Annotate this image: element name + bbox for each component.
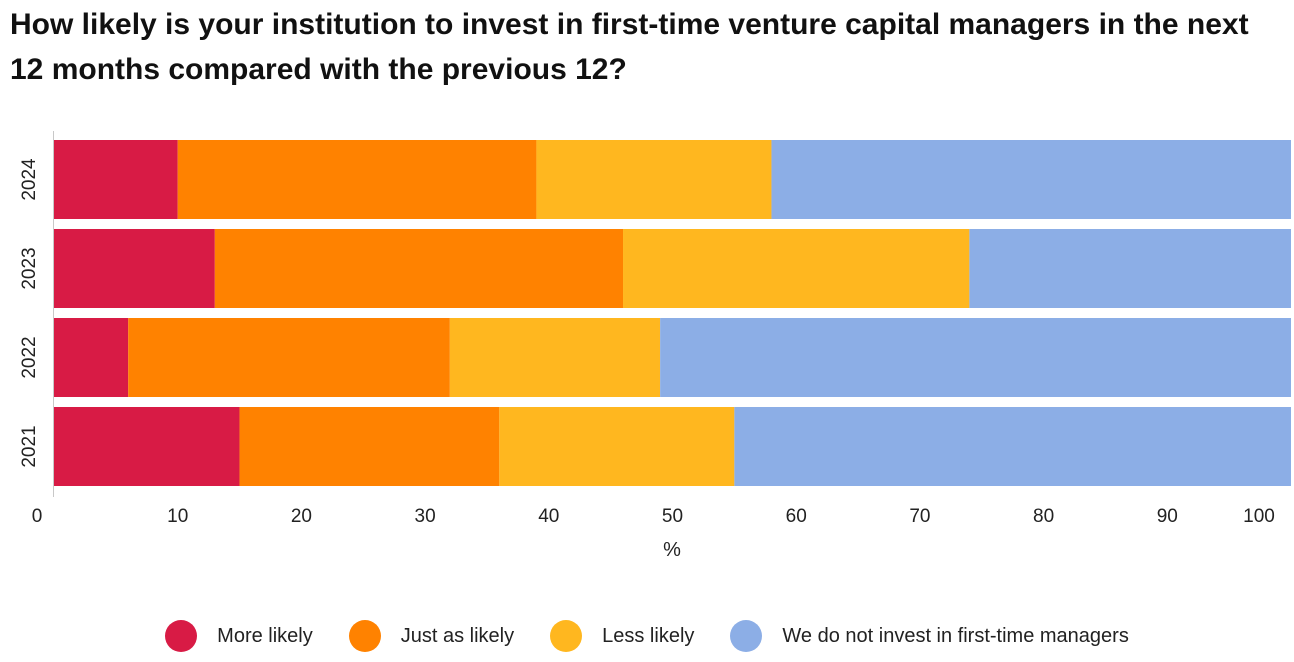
x-tick-labels: 0 10 20 30 40 50 60 70 80 90 100 — [32, 506, 1275, 527]
bar-segment-2023-0 — [54, 229, 215, 308]
y-tick-label-2022: 2022 — [19, 336, 40, 378]
bars-layer — [54, 140, 1291, 486]
x-tick-label-60: 60 — [786, 506, 807, 527]
x-tick-label-40: 40 — [538, 506, 559, 527]
x-tick-label-0: 0 — [32, 506, 43, 527]
bar-segment-2024-0 — [54, 140, 178, 219]
bar-segment-2021-0 — [54, 407, 240, 486]
chart-title: How likely is your institution to invest… — [10, 8, 1249, 86]
x-tick-label-10: 10 — [167, 506, 188, 527]
bar-segment-2021-3 — [734, 407, 1291, 486]
bar-segment-2023-1 — [214, 229, 624, 308]
x-axis-label: % — [663, 539, 681, 561]
bar-segment-2022-3 — [660, 318, 1291, 397]
x-tick-label-30: 30 — [415, 506, 436, 527]
bar-segment-2023-3 — [969, 229, 1291, 308]
legend-item-1: Just as likely — [348, 620, 515, 652]
x-tick-label-20: 20 — [291, 506, 312, 527]
bar-segment-2024-2 — [536, 140, 772, 219]
y-tick-labels: 2024 2023 2022 2021 — [19, 158, 40, 468]
y-tick-label-2024: 2024 — [19, 158, 40, 201]
bar-segment-2022-2 — [449, 318, 661, 397]
legend-label-1: Just as likely — [400, 624, 515, 647]
x-tick-label-50: 50 — [662, 506, 683, 527]
y-tick-label-2023: 2023 — [19, 247, 40, 289]
x-tick-label-90: 90 — [1157, 506, 1178, 527]
legend-label-2: Less likely — [602, 624, 695, 647]
x-tick-label-80: 80 — [1033, 506, 1054, 527]
bar-segment-2021-1 — [239, 407, 500, 486]
legend-label-3: We do not invest in first-time managers — [782, 624, 1129, 647]
legend-item-2: Less likely — [550, 620, 694, 652]
bar-segment-2024-1 — [177, 140, 537, 219]
legend-swatch-0 — [165, 620, 198, 652]
legend-item-0: More likely — [165, 620, 313, 652]
legend-label-0: More likely — [217, 624, 313, 647]
legend-item-3: We do not invest in first-time managers — [730, 620, 1129, 652]
y-tick-label-2021: 2021 — [19, 425, 40, 467]
x-tick-label-100: 100 — [1243, 506, 1275, 527]
bar-segment-2021-2 — [499, 407, 735, 486]
bar-segment-2022-1 — [128, 318, 450, 397]
bar-segment-2024-3 — [771, 140, 1291, 219]
bar-segment-2023-2 — [623, 229, 970, 308]
legend-swatch-3 — [730, 620, 763, 652]
x-tick-label-70: 70 — [909, 506, 930, 527]
legend-swatch-2 — [550, 620, 583, 652]
legend-swatch-1 — [348, 620, 381, 652]
bar-segment-2022-0 — [54, 318, 129, 397]
legend: More likely Just as likely Less likely We d… — [0, 617, 1294, 655]
